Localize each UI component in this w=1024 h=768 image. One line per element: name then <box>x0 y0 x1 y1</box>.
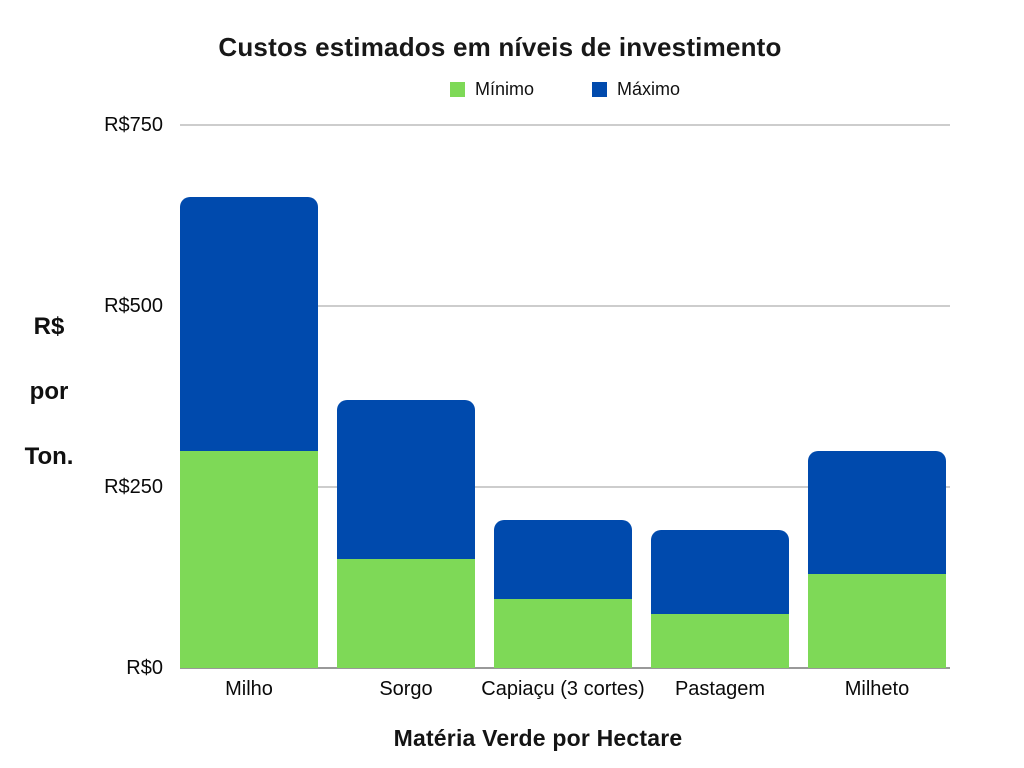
bar-minimo-4 <box>651 613 789 668</box>
y-axis-title-line-1: R$ <box>33 313 65 340</box>
maximo-color-swatch-icon <box>592 81 607 97</box>
y-axis-title-line-2: por <box>29 378 69 405</box>
gridline-750 <box>180 124 950 126</box>
y-tick-label-250: R$250 <box>104 476 163 498</box>
minimo-color-swatch-icon <box>449 81 465 97</box>
x-axis-title: Matéria Verde por Hectare <box>393 725 683 751</box>
x-tick-label-3: Capiaçu (3 cortes) <box>481 678 645 700</box>
gridline-500 <box>180 305 950 307</box>
y-axis-title-line-3: Ton. <box>24 443 74 470</box>
y-tick-label-0: R$0 <box>126 657 163 679</box>
y-tick-label-500: R$500 <box>104 295 163 317</box>
gridline-0 <box>180 667 950 669</box>
bar-minimo-5 <box>808 573 946 668</box>
legend-item-minimo: Mínimo <box>449 78 534 100</box>
bar-minimo-2 <box>337 559 475 668</box>
y-axis-title: R$ por Ton. <box>9 313 89 471</box>
legend-label-maximo: Máximo <box>617 78 681 99</box>
gridline-250 <box>180 486 950 488</box>
x-tick-label-5: Milheto <box>844 678 910 700</box>
bar-minimo-1 <box>180 450 318 668</box>
legend-item-maximo: Máximo <box>592 79 680 100</box>
bar-minimo-3 <box>494 599 632 668</box>
legend-label-minimo: Mínimo <box>474 78 534 99</box>
x-tick-label-4: Pastagem <box>674 678 766 700</box>
legend: Mínimo Máximo <box>180 76 950 102</box>
x-tick-label-1: Milho <box>225 678 273 700</box>
x-tick-label-2: Sorgo <box>379 678 433 700</box>
chart-title: Custos estimados em níveis de investimen… <box>218 32 782 62</box>
y-tick-label-750: R$750 <box>104 114 163 136</box>
